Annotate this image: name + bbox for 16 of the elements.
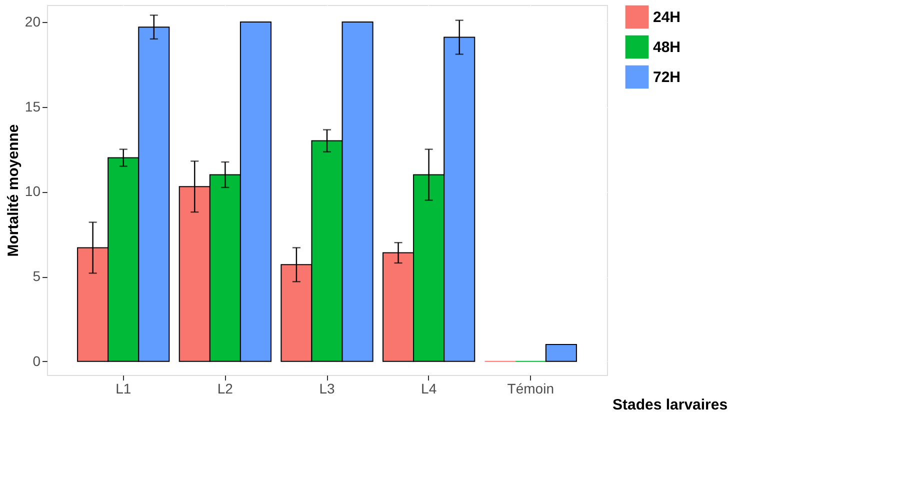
- x-axis-title: Stades larvaires: [612, 396, 728, 414]
- y-tick-label: 20: [24, 13, 41, 30]
- legend-label: 72H: [653, 69, 681, 86]
- x-tick-label: Témoin: [507, 380, 554, 396]
- x-tick-label: L2: [217, 380, 234, 396]
- y-tick-label: 0: [32, 352, 41, 369]
- x-tick-label: L3: [319, 380, 335, 396]
- x-tick-label: L1: [116, 380, 132, 396]
- y-tick-label: 10: [24, 183, 41, 200]
- y-tick-label: 15: [24, 98, 41, 114]
- x-tick-label: L4: [421, 380, 437, 396]
- y-tick-label: 5: [32, 268, 41, 284]
- legend-label: 24H: [653, 9, 681, 26]
- bar: [545, 344, 577, 362]
- legend-label: 48H: [653, 39, 681, 56]
- y-axis-title: Mortalité moyenne: [4, 124, 22, 257]
